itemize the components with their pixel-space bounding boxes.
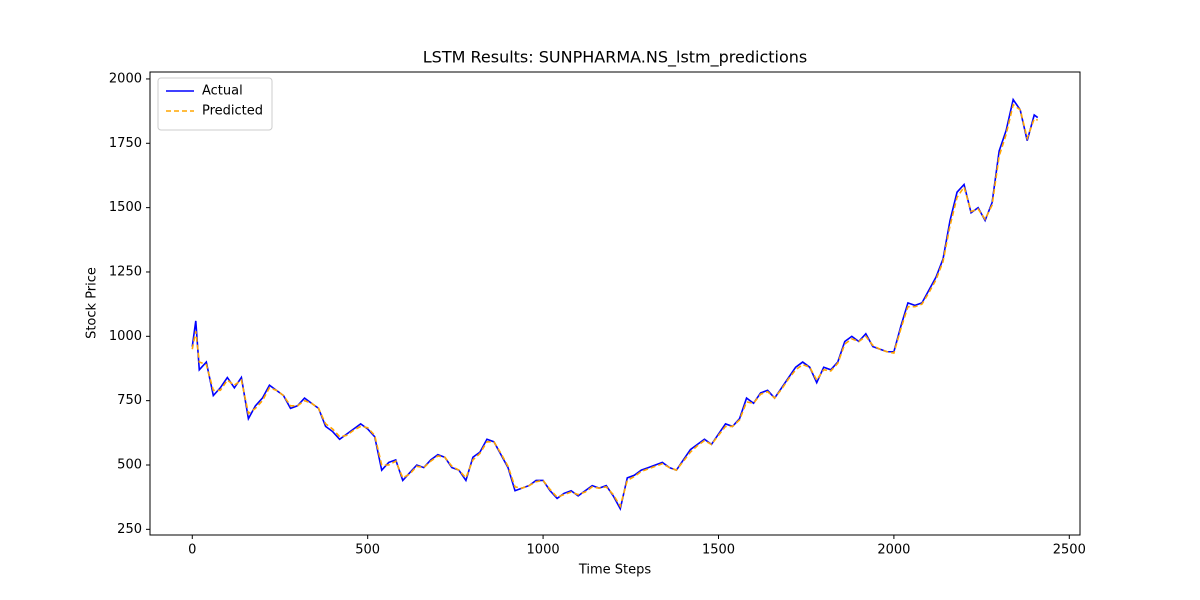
y-tick-label: 1250 — [109, 264, 142, 279]
x-tick-label: 2000 — [877, 543, 910, 558]
series-line — [191, 103, 1039, 509]
y-axis-label: Stock Price — [85, 267, 100, 339]
legend-label: Actual — [202, 84, 243, 99]
x-axis-label: Time Steps — [578, 563, 652, 578]
x-tick-label: 500 — [355, 543, 380, 558]
y-tick-label: 500 — [117, 457, 142, 472]
x-tick-label: 0 — [188, 543, 196, 558]
legend-label: Predicted — [202, 104, 263, 119]
y-tick-label: 750 — [117, 393, 142, 408]
x-tick-label: 1500 — [702, 543, 735, 558]
plot-frame — [149, 71, 1081, 536]
y-tick-label: 1750 — [109, 136, 142, 151]
y-tick-label: 250 — [117, 522, 142, 537]
y-tick-label: 2000 — [109, 71, 142, 86]
chart-title: LSTM Results: SUNPHARMA.NS_lstm_predicti… — [423, 48, 808, 68]
series-line — [191, 97, 1039, 511]
y-tick-label: 1500 — [109, 200, 142, 215]
y-tick-label: 1000 — [109, 329, 142, 344]
legend: Actual Predicted — [157, 77, 273, 131]
x-tick-label: 1000 — [527, 543, 560, 558]
x-tick-label: 2500 — [1053, 543, 1086, 558]
